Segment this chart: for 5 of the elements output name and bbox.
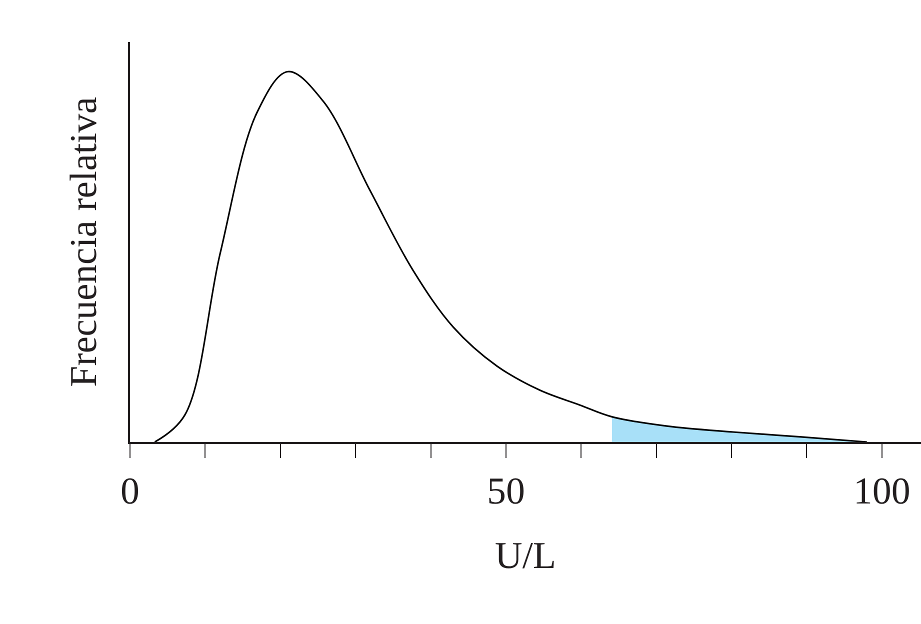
x-axis-title: U/L [494,534,556,577]
y-axis-title: Frecuencia relativa [62,96,105,388]
x-tick-label: 50 [486,470,525,512]
x-tick-label: 0 [120,470,140,512]
x-tick-label: 100 [853,470,910,512]
